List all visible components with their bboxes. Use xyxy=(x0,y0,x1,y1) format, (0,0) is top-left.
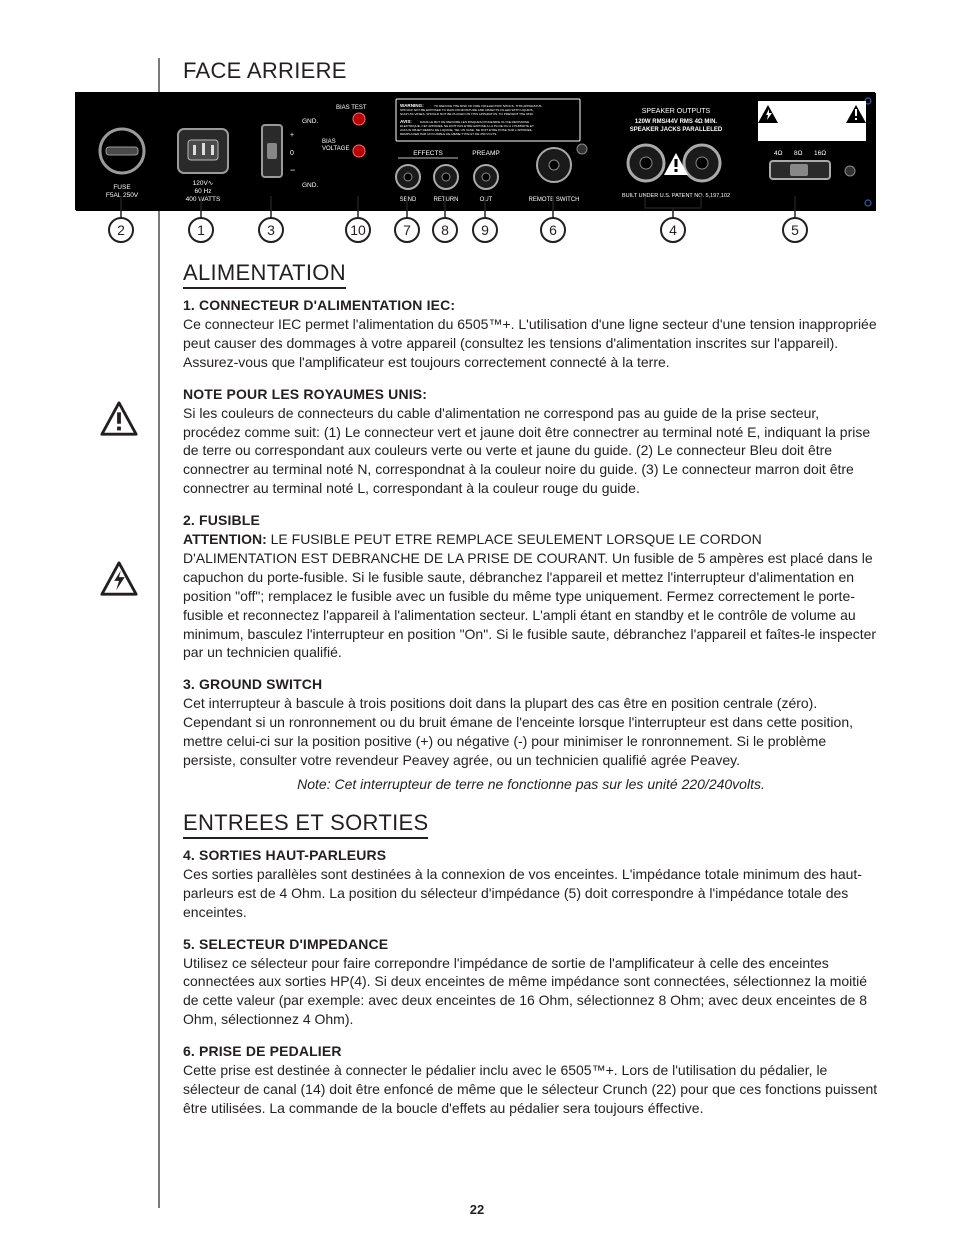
imp-16: 16Ω xyxy=(814,150,826,157)
panel-svg: FUSE F5AL 250V 120V∿ 60 Hz 400 WATTS xyxy=(76,93,876,211)
svg-text:4: 4 xyxy=(669,222,677,238)
ground-switch-icon xyxy=(262,125,282,177)
svg-text:8: 8 xyxy=(441,222,449,238)
svg-text:RISK OF ELECTRIC SHOCK: RISK OF ELECTRIC SHOCK xyxy=(781,129,844,135)
bias-test-jack-icon xyxy=(353,113,365,125)
svg-text:5: 5 xyxy=(791,222,799,238)
section-heading-rear: FACE ARRIERE xyxy=(183,58,879,84)
section-heading-alimentation: ALIMENTATION xyxy=(183,260,346,289)
svg-text:9: 9 xyxy=(481,222,489,238)
ground-note: Note: Cet interrupteur de terre ne fonct… xyxy=(183,776,879,792)
page-number: 22 xyxy=(0,1202,954,1217)
jack-return-icon xyxy=(434,165,458,189)
fuse-label: FUSE xyxy=(113,184,131,191)
callouts-row: 21310789645 xyxy=(75,210,875,250)
mains-volt: 120V∿ xyxy=(193,180,214,187)
para-uk: Si les couleurs de connecteurs du cable … xyxy=(183,404,879,498)
gnd-zero: 0 xyxy=(290,150,294,157)
preamp-label: PREAMP xyxy=(472,150,499,157)
svg-text:CAUTION: CAUTION xyxy=(796,108,828,115)
panel-screw-icon xyxy=(577,144,587,154)
bias-voltage-jack-icon xyxy=(353,145,365,157)
speaker-spec: 120W RMS/44V RMS 4Ω MIN. xyxy=(635,119,717,125)
warning-icon xyxy=(100,400,138,443)
svg-text:10: 10 xyxy=(350,222,366,238)
gnd-bottom: GND. xyxy=(302,182,318,189)
section-heading-io: ENTREES ET SORTIES xyxy=(183,810,428,839)
imp-8: 8Ω xyxy=(794,150,803,157)
speaker-jack-2-icon xyxy=(684,145,720,181)
content-column: FACE ARRIERE FUSE F5AL 250V xyxy=(183,58,879,1118)
bias-test-label: BIAS TEST xyxy=(336,105,367,111)
effects-label: EFFECTS xyxy=(413,150,443,157)
subhead-speaker-out: 4. SORTIES HAUT-PARLEURS xyxy=(183,847,879,863)
jack-send-icon xyxy=(396,165,420,189)
para-footswitch: Cette prise est destinée à connecter le … xyxy=(183,1061,879,1118)
para-fuse: ATTENTION: LE FUSIBLE PEUT ETRE REMPLACE… xyxy=(183,530,879,662)
svg-text:DO NOT OPEN: DO NOT OPEN xyxy=(795,135,829,141)
para-ground: Cet interrupteur à bascule à trois posit… xyxy=(183,694,879,770)
iec-inlet-icon xyxy=(178,129,228,173)
svg-text:3: 3 xyxy=(267,222,275,238)
subhead-uk: NOTE POUR LES ROYAUMES UNIS: xyxy=(183,386,879,402)
speaker-jack-1-icon xyxy=(628,145,664,181)
attention-strong: ATTENTION: xyxy=(183,531,267,547)
jack-preamp-out-icon xyxy=(474,165,498,189)
mains-hz: 60 Hz xyxy=(195,188,212,195)
para-impedance: Utilisez ce sélecteur pour faire correpo… xyxy=(183,954,879,1030)
svg-text:1: 1 xyxy=(197,222,205,238)
imp-4: 4Ω xyxy=(774,150,783,157)
page: FACE ARRIERE FUSE F5AL 250V xyxy=(0,0,954,1235)
shock-warning-icon xyxy=(100,560,138,603)
subhead-footswitch: 6. PRISE DE PEDALIER xyxy=(183,1043,879,1059)
subhead-ground: 3. GROUND SWITCH xyxy=(183,676,879,692)
panel-screw-icon xyxy=(845,166,855,176)
subhead-fuse: 2. FUSIBLE xyxy=(183,512,879,528)
gnd-top: GND. xyxy=(302,118,318,125)
para-fuse-body: LE FUSIBLE PEUT ETRE REMPLACE SEULEMENT … xyxy=(183,531,876,660)
warning-plate-icon: WARNING: TO REDUCE THE RISK OF FIRE OR E… xyxy=(396,99,580,141)
speaker-outputs-label: SPEAKER OUTPUTS xyxy=(642,108,711,115)
speaker-par: SPEAKER JACKS PARALLELED xyxy=(630,127,723,133)
rear-panel-diagram: FUSE F5AL 250V 120V∿ 60 Hz 400 WATTS xyxy=(75,92,879,250)
gnd-minus: − xyxy=(290,165,295,175)
svg-text:2: 2 xyxy=(117,222,125,238)
svg-text:7: 7 xyxy=(403,222,411,238)
para-speaker-out: Ces sorties parallèles sont destinées à … xyxy=(183,865,879,922)
caution-box-icon: CAUTION RISK OF ELECTRIC SHOCK DO NOT OP… xyxy=(758,101,866,141)
svg-text:6: 6 xyxy=(549,222,557,238)
impedance-switch-icon xyxy=(770,161,830,179)
para-iec: Ce connecteur IEC permet l'alimentation … xyxy=(183,315,879,372)
jack-remote-icon xyxy=(537,148,571,182)
subhead-iec: 1. CONNECTEUR D'ALIMENTATION IEC: xyxy=(183,297,879,313)
gnd-plus: + xyxy=(290,132,294,139)
subhead-impedance: 5. SELECTEUR D'IMPEDANCE xyxy=(183,936,879,952)
